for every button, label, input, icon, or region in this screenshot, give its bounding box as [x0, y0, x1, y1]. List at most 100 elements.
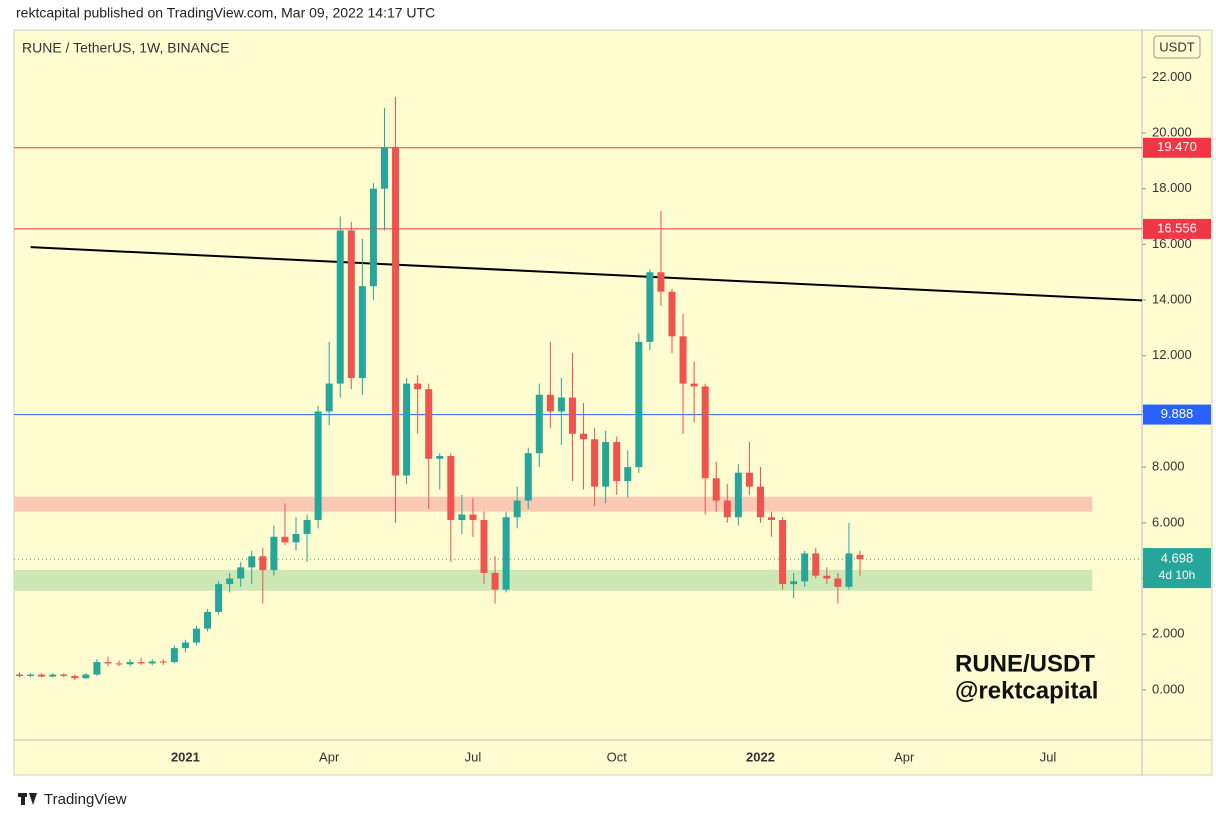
- price-label: 4.698: [1161, 551, 1194, 566]
- candle-body: [756, 486, 764, 518]
- candle-body: [181, 642, 189, 649]
- y-tick-label: 0.000: [1152, 681, 1185, 696]
- y-tick-label: 14.000: [1152, 292, 1192, 307]
- candle-body: [823, 575, 831, 579]
- candle-body: [834, 578, 842, 587]
- candle-body: [159, 661, 167, 663]
- zone: [14, 569, 1093, 591]
- candle-body: [723, 500, 731, 518]
- candle-body: [325, 383, 333, 412]
- candle-body: [524, 453, 532, 501]
- candle-body: [137, 662, 145, 664]
- candle-body: [226, 578, 234, 585]
- candle-body: [115, 663, 123, 665]
- chart-title: RUNE / TetherUS, 1W, BINANCE: [22, 40, 229, 56]
- candle-body: [546, 394, 554, 412]
- candle-body: [71, 675, 79, 679]
- candle-body: [480, 520, 488, 573]
- candle-body: [580, 433, 588, 440]
- candle-body: [613, 442, 621, 482]
- currency: USDT: [1159, 39, 1194, 54]
- candle-body: [60, 674, 68, 676]
- candle-body: [845, 553, 853, 587]
- candle-body: [93, 662, 101, 675]
- candle-body: [801, 553, 809, 582]
- candle-body: [425, 389, 433, 459]
- candle-body: [812, 553, 820, 576]
- candle-body: [436, 456, 444, 459]
- candle-body: [414, 383, 422, 390]
- candle-body: [27, 674, 35, 676]
- x-tick-label: Apr: [894, 749, 915, 764]
- candle-body: [292, 533, 300, 543]
- candle-body: [701, 386, 709, 479]
- candle-body: [690, 383, 698, 387]
- candle-body: [281, 536, 289, 543]
- candle-body: [369, 188, 377, 287]
- y-tick-label: 16.000: [1152, 236, 1192, 251]
- candle-body: [591, 439, 599, 487]
- candle-body: [170, 648, 178, 663]
- candle-body: [303, 520, 311, 534]
- candle-body: [38, 674, 46, 677]
- candle-body: [148, 661, 156, 664]
- level-label: 16.556: [1157, 220, 1197, 235]
- candle-body: [270, 536, 278, 571]
- candle-body: [347, 230, 355, 379]
- candle-body: [513, 500, 521, 518]
- currency-badge: [1153, 35, 1201, 59]
- candle-body: [248, 556, 256, 568]
- candle-body: [392, 146, 400, 476]
- candle-body: [204, 611, 212, 629]
- candle-body: [790, 581, 798, 585]
- candle-body: [712, 478, 720, 501]
- y-tick-label: 2.000: [1152, 626, 1185, 641]
- y-tick-label: 20.000: [1152, 124, 1192, 139]
- countdown: 4d 10h: [1159, 568, 1196, 582]
- candle-body: [469, 514, 477, 521]
- y-tick-label: 22.000: [1152, 69, 1192, 84]
- zone: [14, 496, 1093, 512]
- level-badge: [1143, 218, 1211, 239]
- candle-body: [535, 394, 543, 454]
- x-tick-label: Apr: [319, 749, 340, 764]
- candle-body: [856, 554, 864, 560]
- watermark: RUNE/USDT: [955, 650, 1095, 677]
- candle-body: [768, 517, 776, 521]
- candle-body: [624, 467, 632, 482]
- candle-body: [635, 341, 643, 468]
- candle-body: [358, 286, 366, 379]
- candle-body: [458, 514, 466, 521]
- x-tick-label: Oct: [607, 749, 628, 764]
- candle-body: [259, 556, 267, 571]
- x-tick-label: Jul: [465, 749, 482, 764]
- candle-body: [336, 230, 344, 384]
- level-badge: [1143, 404, 1211, 425]
- candle-body: [314, 411, 322, 521]
- candle-body: [568, 397, 576, 434]
- candle-body: [657, 272, 665, 292]
- candle-body: [447, 456, 455, 521]
- candle-body: [646, 272, 654, 342]
- candle-body: [215, 584, 223, 612]
- candle-body: [734, 472, 742, 518]
- level-badge: [1143, 137, 1211, 158]
- y-tick-label: 6.000: [1152, 514, 1185, 529]
- price-badge: [1143, 548, 1211, 589]
- chart-frame: [13, 29, 1213, 776]
- level-label: 19.470: [1157, 139, 1197, 154]
- level-label: 9.888: [1161, 406, 1194, 421]
- candle-body: [745, 472, 753, 487]
- y-tick-label: 18.000: [1152, 180, 1192, 195]
- candle-body: [491, 572, 499, 590]
- candle-body: [380, 146, 388, 189]
- candle-body: [679, 336, 687, 384]
- candle-body: [403, 383, 411, 476]
- candle-body: [779, 520, 787, 585]
- candle-body: [668, 291, 676, 337]
- footer: TradingView: [44, 791, 127, 808]
- x-tick-label: 2021: [171, 749, 200, 764]
- x-tick-label: Jul: [1040, 749, 1057, 764]
